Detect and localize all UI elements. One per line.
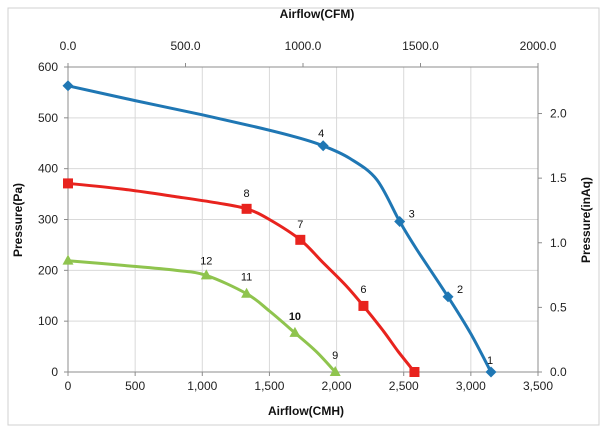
data-point-square xyxy=(358,300,369,311)
right-axis-title: Pressure(inAq) xyxy=(579,177,593,263)
data-point-label: 1 xyxy=(487,355,493,367)
data-point-label: 11 xyxy=(241,272,252,284)
bottom-tick-label: 500 xyxy=(125,379,145,393)
right-tick-label: 2.0 xyxy=(550,107,567,121)
left-tick-label: 300 xyxy=(38,213,58,227)
left-axis-title: Pressure(Pa) xyxy=(11,183,25,257)
data-point-label: 6 xyxy=(360,284,366,296)
data-point-diamond xyxy=(394,216,406,228)
data-point-label: 7 xyxy=(297,219,303,231)
left-tick-label: 600 xyxy=(38,60,58,74)
bottom-tick-label: 3,500 xyxy=(523,379,553,393)
bottom-tick-label: 2,000 xyxy=(322,379,352,393)
left-tick-label: 100 xyxy=(38,314,58,328)
bottom-tick-label: 0 xyxy=(65,379,72,393)
left-tick-label: 200 xyxy=(38,263,58,277)
data-point-label: 9 xyxy=(332,350,338,362)
bottom-axis-title: Airflow(CMH) xyxy=(268,404,344,418)
data-point-triangle xyxy=(62,254,74,265)
data-point-triangle xyxy=(289,326,301,337)
data-point-diamond xyxy=(485,366,497,378)
data-point-label: 12 xyxy=(200,255,212,267)
right-tick-label: 1.0 xyxy=(550,236,567,250)
tick-labels: 0 500 1,000 1,500 2,000 2,500 3,000 3,500010020… xyxy=(38,39,567,393)
bottom-tick-label: 1,500 xyxy=(254,379,284,393)
data-point-label: 4 xyxy=(318,128,324,140)
data-point-triangle xyxy=(329,366,341,376)
top-axis-title: Airflow(CFM) xyxy=(280,7,355,21)
top-tick-label: 1500.0 xyxy=(402,39,439,53)
gridlines xyxy=(68,67,538,372)
top-tick-label: 2000.0 xyxy=(520,39,557,53)
left-tick-label: 500 xyxy=(38,111,58,125)
top-tick-label: 1000.0 xyxy=(285,39,322,53)
data-point-square xyxy=(409,367,420,377)
top-tick-label: 500.0 xyxy=(170,39,200,53)
right-tick-label: 1.5 xyxy=(550,171,567,185)
bottom-tick-label: 2,500 xyxy=(389,379,419,393)
data-point-triangle xyxy=(200,269,212,280)
data-point-diamond xyxy=(317,140,329,152)
data-point-diamond xyxy=(62,80,74,92)
bottom-tick-label: 1,000 xyxy=(187,379,217,393)
bottom-tick-label: 3,000 xyxy=(456,379,486,393)
left-tick-label: 400 xyxy=(38,162,58,176)
left-tick-label: 0 xyxy=(51,365,58,379)
axes xyxy=(64,63,542,376)
data-point-square xyxy=(241,203,252,214)
series-markers xyxy=(62,80,497,378)
data-point-label: 10 xyxy=(289,311,301,323)
right-tick-label: 0.5 xyxy=(550,300,567,314)
data-point-diamond xyxy=(442,291,454,303)
data-point-label: 3 xyxy=(409,209,415,221)
data-point-triangle xyxy=(241,287,253,298)
data-point-square xyxy=(295,234,306,245)
data-point-label: 8 xyxy=(244,188,250,200)
chart-frame xyxy=(7,7,600,426)
top-tick-label: 0.0 xyxy=(60,39,77,53)
data-point-label: 2 xyxy=(457,284,463,296)
data-point-square xyxy=(63,178,73,189)
right-tick-label: 0.0 xyxy=(550,365,567,379)
